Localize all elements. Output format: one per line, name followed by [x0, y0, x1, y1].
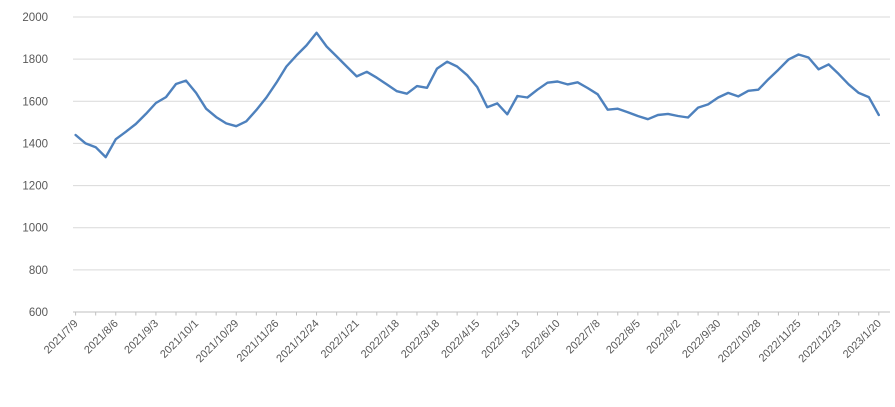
x-tick-label: 2022/6/10	[520, 318, 563, 361]
x-tick-label: 2022/1/21	[319, 318, 362, 361]
y-tick-label: 1600	[22, 96, 48, 108]
y-tick-label: 800	[29, 265, 48, 277]
x-tick-label: 2021/8/6	[82, 318, 121, 357]
y-tick-label: 2000	[22, 12, 48, 24]
x-tick-label: 2022/9/2	[644, 318, 683, 357]
y-tick-label: 1800	[22, 54, 48, 66]
x-tick-label: 2022/10/28	[716, 318, 763, 365]
x-tick-label: 2022/4/15	[439, 318, 482, 361]
x-tick-label: 2022/7/8	[564, 318, 603, 357]
x-tick-label: 2022/2/18	[359, 318, 402, 361]
y-tick-label: 1400	[22, 138, 48, 150]
x-tick-label: 2023/1/20	[841, 318, 884, 361]
x-tick-label: 2021/10/1	[158, 318, 201, 361]
x-tick-label: 2021/9/3	[122, 318, 161, 357]
x-tick-label: 2022/3/18	[399, 318, 442, 361]
x-tick-label: 2022/5/13	[479, 318, 522, 361]
x-tick-label: 2022/9/30	[680, 318, 723, 361]
x-tick-label: 2021/12/24	[274, 318, 321, 365]
y-tick-label: 1200	[22, 181, 48, 193]
y-tick-label: 1000	[22, 223, 48, 235]
data-series-line	[74, 31, 880, 159]
x-tick-label: 2022/12/23	[796, 318, 843, 365]
x-tick-label: 2021/10/29	[194, 318, 241, 365]
y-tick-label: 600	[29, 307, 48, 319]
x-tick-label: 2021/7/9	[42, 318, 81, 357]
x-tick-label: 2022/8/5	[604, 318, 643, 357]
